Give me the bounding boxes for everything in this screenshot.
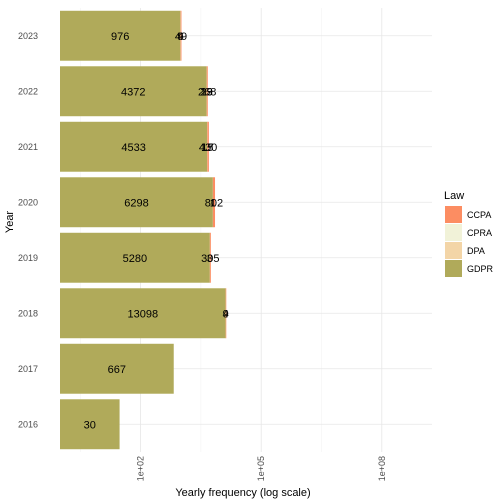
legend-label-cpra: CPRA	[467, 228, 492, 238]
bar-label-dpa-2019: 3	[207, 253, 213, 265]
bar-label-ccpa-2019: 305	[201, 253, 219, 265]
y-tick-label-2022: 2022	[18, 86, 38, 96]
bar-label-dpa-2022: 29	[200, 86, 212, 98]
bar-label-gdpr-2022: 4372	[121, 86, 145, 98]
bar-label-dpa-2023: 9	[177, 31, 183, 43]
bar-label-cpra-2020: 1	[210, 197, 216, 209]
bar-gdpr-2019	[60, 232, 210, 283]
x-axis-title: Yearly frequency (log scale)	[175, 487, 310, 499]
bar-label-gdpr-2021: 4533	[121, 142, 145, 154]
bar-ccpa-2021	[207, 121, 209, 172]
bar-label-gdpr-2017: 667	[108, 364, 126, 376]
bar-label-gdpr-2016: 30	[84, 419, 96, 431]
bar-gdpr-2021	[60, 121, 208, 172]
bar-label-gdpr-2023: 976	[111, 31, 129, 43]
bar-gdpr-2023	[60, 10, 181, 61]
bar-ccpa-2022	[206, 66, 208, 117]
y-axis-title: Year	[4, 211, 16, 234]
legend-swatch-ccpa	[445, 206, 462, 223]
legend-swatch-cpra	[445, 224, 462, 241]
bar-label-gdpr-2018: 13098	[128, 308, 159, 320]
bar-label-dpa-2018: 4	[223, 308, 229, 320]
y-tick-label-2020: 2020	[18, 197, 38, 207]
bar-label-ccpa-2022: 268	[198, 86, 216, 98]
x-axis-ticks: 1e+02 1e+05 1e+08	[136, 456, 387, 481]
bar-gdpr-2020	[60, 177, 213, 228]
bar-ccpa-2019	[209, 232, 211, 283]
y-tick-label-2016: 2016	[18, 419, 38, 429]
legend-label-gdpr: GDPR	[467, 264, 494, 274]
legend: Law CCPA CPRA DPA GDPR	[444, 190, 494, 277]
y-axis-ticks: 2016 2017 2018 2019 2020 2021 2022 2023	[18, 31, 38, 430]
bar-label-cpra-2021: 17	[201, 142, 213, 154]
legend-label-dpa: DPA	[467, 246, 485, 256]
legend-label-ccpa: CCPA	[467, 210, 491, 220]
bar-label-cpra-2023: 4	[178, 31, 184, 43]
y-tick-label-2019: 2019	[18, 253, 38, 263]
legend-swatch-dpa	[445, 242, 462, 259]
bar-label-gdpr-2019: 5280	[123, 253, 147, 265]
bar-label-gdpr-2020: 6298	[124, 197, 148, 209]
x-tick-label-1e-08: 1e+08	[377, 456, 387, 481]
bar-gdpr-2016	[60, 399, 120, 450]
bars	[60, 10, 227, 450]
bar-label-dpa-2021: 15	[201, 142, 213, 154]
x-tick-label-1e-05: 1e+05	[256, 456, 266, 481]
bar-ccpa-2020	[212, 177, 216, 228]
y-tick-label-2021: 2021	[18, 142, 38, 152]
bar-label-dpa-2020: 1	[210, 197, 216, 209]
bar-gdpr-2018	[60, 288, 226, 339]
y-tick-label-2023: 2023	[18, 31, 38, 41]
bar-label-cpra-2022: 13	[201, 86, 213, 98]
bar-ccpa-2023	[180, 10, 182, 61]
bar-label-ccpa-2023: 49	[175, 31, 187, 43]
bar-label-ccpa-2020: 802	[205, 197, 223, 209]
legend-title: Law	[444, 190, 464, 202]
bar-gdpr-2017	[60, 343, 174, 394]
legend-swatch-gdpr	[445, 260, 462, 277]
y-tick-label-2017: 2017	[18, 364, 38, 374]
bar-label-ccpa-2018: 9	[223, 308, 229, 320]
y-tick-label-2018: 2018	[18, 308, 38, 318]
bar-gdpr-2022	[60, 66, 207, 117]
bar-ccpa-2018	[225, 288, 227, 339]
bar-label-ccpa-2021: 430	[199, 142, 217, 154]
x-tick-label-1e-02: 1e+02	[136, 456, 146, 481]
